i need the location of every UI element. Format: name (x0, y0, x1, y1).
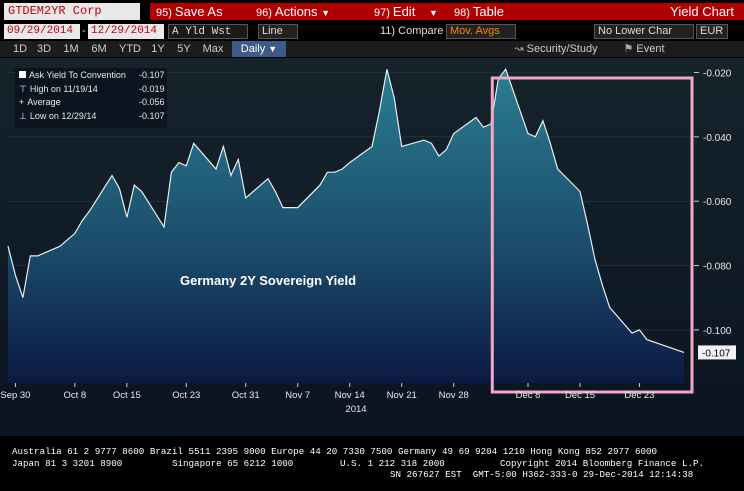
footer-contacts-japan: Japan 81 3 3201 8900 (12, 458, 123, 469)
edit-button[interactable]: 97) Edit ▼ (368, 3, 438, 20)
event-label: Event (636, 43, 665, 55)
end-date-field[interactable]: 12/29/2014 (88, 24, 164, 39)
yield-chart-svg: -0.020 -0.040 -0.060 -0.080 -0.100 Sep 30 Oct… (0, 58, 744, 436)
last-value-box (698, 345, 736, 360)
y-tick-label-0: -0.020 (703, 68, 732, 79)
table-button[interactable]: 98) Table (448, 3, 528, 20)
timeframe-row: 1D 3D 1M 6M YTD 1Y 5Y Max Daily ▼ ↝ Secu… (0, 41, 744, 57)
y-tick-label-1: -0.040 (703, 133, 732, 144)
last-value-label: -0.107 (702, 348, 731, 359)
edit-label: Edit (392, 4, 416, 19)
start-date-field[interactable]: 09/29/2014 (4, 24, 80, 39)
currency-dropdown[interactable]: EUR (696, 24, 728, 39)
timeframe-1m[interactable]: 1M (63, 43, 79, 55)
table-num: 98) (454, 7, 470, 19)
x-tick-label-3: Oct 23 (172, 390, 200, 401)
footer-session-info: SN 267627 EST GMT-5:00 H362-333-0 29-Dec… (390, 469, 694, 480)
x-tick-label-11: Dec 23 (624, 390, 654, 401)
timeframe-1y[interactable]: 1Y (151, 43, 165, 55)
edit-num: 97) (374, 7, 390, 19)
footer: Australia 61 2 9777 8600 Brazil 5511 239… (0, 440, 744, 491)
x-tick-label-8: Nov 28 (439, 390, 469, 401)
legend-row-average: + Average -0.056 (19, 97, 165, 107)
legend-ask-value: -0.107 (139, 70, 165, 80)
high-marker-icon: ⊤ (19, 84, 27, 94)
legend-average-label: Average (27, 97, 61, 107)
frequency-label: Daily (240, 43, 266, 55)
legend-row-low: ⊥ Low on 12/29/14 -0.107 (19, 111, 165, 122)
event-button[interactable]: ⚑ Event (616, 41, 672, 57)
y-tick-label-4: -0.100 (703, 326, 732, 337)
timeframe-6m[interactable]: 6M (91, 43, 107, 55)
save-as-button[interactable]: 95) Save As (150, 3, 242, 20)
legend-low-value: -0.107 (139, 111, 165, 121)
y-tick-label-2: -0.060 (703, 197, 732, 208)
timeframe-ytd[interactable]: YTD (119, 43, 141, 55)
yield-area (8, 69, 684, 384)
legend-average-value: -0.056 (139, 97, 165, 107)
security-study-button[interactable]: ↝ Security/Study (508, 41, 604, 57)
legend-row-high: ⊤ High on 11/19/14 -0.019 (19, 84, 165, 95)
highlight-box (490, 76, 694, 394)
compare-dropdown[interactable]: Mov. Avgs (446, 24, 516, 39)
actions-label: Actions (274, 4, 318, 19)
yield-line (7, 68, 685, 353)
x-tick-label-0: Sep 30 (0, 390, 30, 401)
chart-title: Germany 2Y Sovereign Yield (180, 273, 356, 288)
low-marker-icon: ⊥ (19, 111, 27, 121)
actions-dropdown-icon: ▼ (321, 8, 331, 18)
legend-row-ask: Ask Yield To Convention -0.107 (19, 70, 165, 80)
frequency-dropdown[interactable]: Daily ▼ (232, 41, 286, 57)
chart-area[interactable]: -0.020 -0.040 -0.060 -0.080 -0.100 Sep 30 Oct… (0, 58, 744, 436)
date-separator: - (82, 25, 86, 37)
compare-label: 11) Compare (380, 25, 444, 37)
save-as-num: 95) (156, 7, 172, 19)
timeframe-max[interactable]: Max (202, 43, 224, 55)
x-axis-ticks: Sep 30 Oct 8 Oct 15 Oct 23 Oct 31 Nov 7 Nov 14… (0, 383, 654, 415)
legend-panel: Ask Yield To Convention -0.107 ⊤ High on … (15, 68, 167, 128)
timeframe-1d[interactable]: 1D (12, 43, 28, 55)
legend-checkbox-icon[interactable] (19, 71, 26, 78)
y-tick-label-3: -0.080 (703, 262, 732, 273)
actions-num: 96) (256, 7, 272, 19)
window-title: Yield Chart (670, 4, 734, 19)
line-mode-dropdown[interactable]: Line (258, 24, 298, 39)
x-tick-label-5: Nov 7 (285, 390, 310, 401)
controls-row: 09/29/2014 - 12/29/2014 A Yld Wst Line 1… (0, 23, 744, 40)
field-selector[interactable]: A Yld Wst (168, 24, 248, 39)
edit-dropdown-icon: ▼ (428, 8, 438, 18)
x-tick-label-6: Nov 14 (335, 390, 365, 401)
legend-low-label: Low on 12/29/14 (29, 111, 97, 121)
x-tick-label-9: Dec 8 (516, 390, 541, 401)
average-marker-icon: + (19, 97, 25, 107)
security-ticker-field[interactable]: GTDEM2YR Corp (4, 3, 140, 20)
last-value-tag: -0.107 (698, 345, 736, 360)
x-tick-label-10: Dec 15 (565, 390, 595, 401)
footer-copyright: Copyright 2014 Bloomberg Finance L.P. (500, 458, 704, 469)
table-label: Table (472, 4, 504, 19)
chart-icon: ↝ (514, 43, 524, 55)
x-tick-label-4: Oct 31 (232, 390, 260, 401)
timeframe-5y[interactable]: 5Y (177, 43, 191, 55)
frequency-dropdown-icon: ▼ (268, 44, 278, 54)
legend-high-value: -0.019 (139, 84, 165, 94)
x-tick-label-2: Oct 15 (113, 390, 141, 401)
x-tick-label-1: Oct 8 (64, 390, 87, 401)
legend-high-label: High on 11/19/14 (29, 84, 98, 94)
event-icon: ⚑ (623, 43, 634, 55)
lower-chart-dropdown[interactable]: No Lower Char (594, 24, 694, 39)
x-tick-label-7: Nov 21 (387, 390, 417, 401)
security-study-label: Security/Study (526, 43, 598, 55)
footer-contacts-singapore: Singapore 65 6212 1000 (172, 458, 294, 469)
x-axis-label: 2014 (345, 404, 366, 415)
legend-ask-label: Ask Yield To Convention (29, 70, 126, 80)
y-axis-ticks: -0.020 -0.040 -0.060 -0.080 -0.100 (694, 68, 732, 337)
timeframe-3d[interactable]: 3D (36, 43, 52, 55)
footer-contacts-us: U.S. 1 212 318 2000 (340, 458, 445, 469)
save-as-label: Save As (174, 4, 223, 19)
menu-bar: GTDEM2YR Corp 95) Save As 96) Actions ▼ 97… (0, 0, 744, 22)
footer-contacts-line1: Australia 61 2 9777 8600 Brazil 5511 239… (12, 446, 658, 457)
actions-button[interactable]: 96) Actions ▼ (250, 3, 360, 20)
